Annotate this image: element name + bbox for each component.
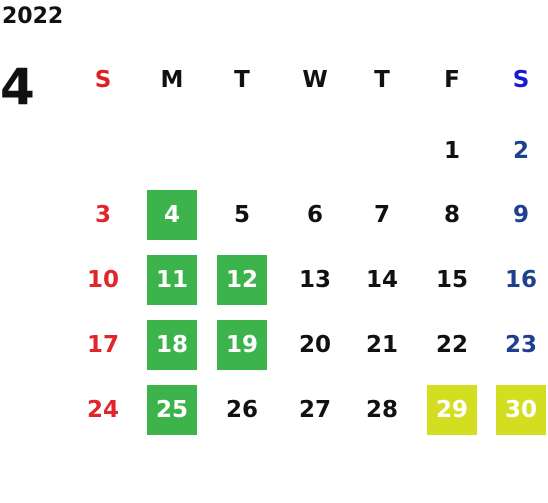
day-cell: 15 [435, 267, 468, 293]
weekday-header: S [94, 67, 112, 93]
day-cell: 17 [86, 332, 119, 358]
day-cell: 10 [86, 267, 119, 293]
day-cell: 29 [427, 385, 477, 435]
weekday-header: W [302, 67, 328, 93]
day-cell: 14 [365, 267, 398, 293]
weekday-header: S [512, 67, 530, 93]
day-cell: 6 [306, 202, 323, 228]
weekday-header: M [160, 67, 184, 93]
month: 4 [0, 58, 35, 116]
day-cell: 8 [443, 202, 460, 228]
day-cell: 25 [147, 385, 197, 435]
day-cell: 23 [504, 332, 537, 358]
day-cell: 1 [443, 138, 460, 164]
day-cell: 24 [86, 397, 119, 423]
weekday-header: T [234, 67, 250, 93]
day-cell: 21 [365, 332, 398, 358]
day-cell: 4 [147, 190, 197, 240]
day-cell: 19 [217, 320, 267, 370]
day-cell: 7 [373, 202, 390, 228]
weekday-header: F [444, 67, 460, 93]
day-cell: 12 [217, 255, 267, 305]
day-cell: 27 [298, 397, 331, 423]
year: 2022 [2, 4, 64, 29]
day-cell: 18 [147, 320, 197, 370]
weekday-header: T [374, 67, 390, 93]
day-cell: 13 [298, 267, 331, 293]
day-cell: 2 [512, 138, 529, 164]
day-cell: 28 [365, 397, 398, 423]
day-cell: 16 [504, 267, 537, 293]
day-cell: 11 [147, 255, 197, 305]
day-cell: 30 [496, 385, 546, 435]
day-cell: 9 [512, 202, 529, 228]
day-cell: 5 [233, 202, 250, 228]
day-cell: 20 [298, 332, 331, 358]
day-cell: 22 [435, 332, 468, 358]
day-cell: 26 [225, 397, 258, 423]
day-cell: 3 [94, 202, 111, 228]
